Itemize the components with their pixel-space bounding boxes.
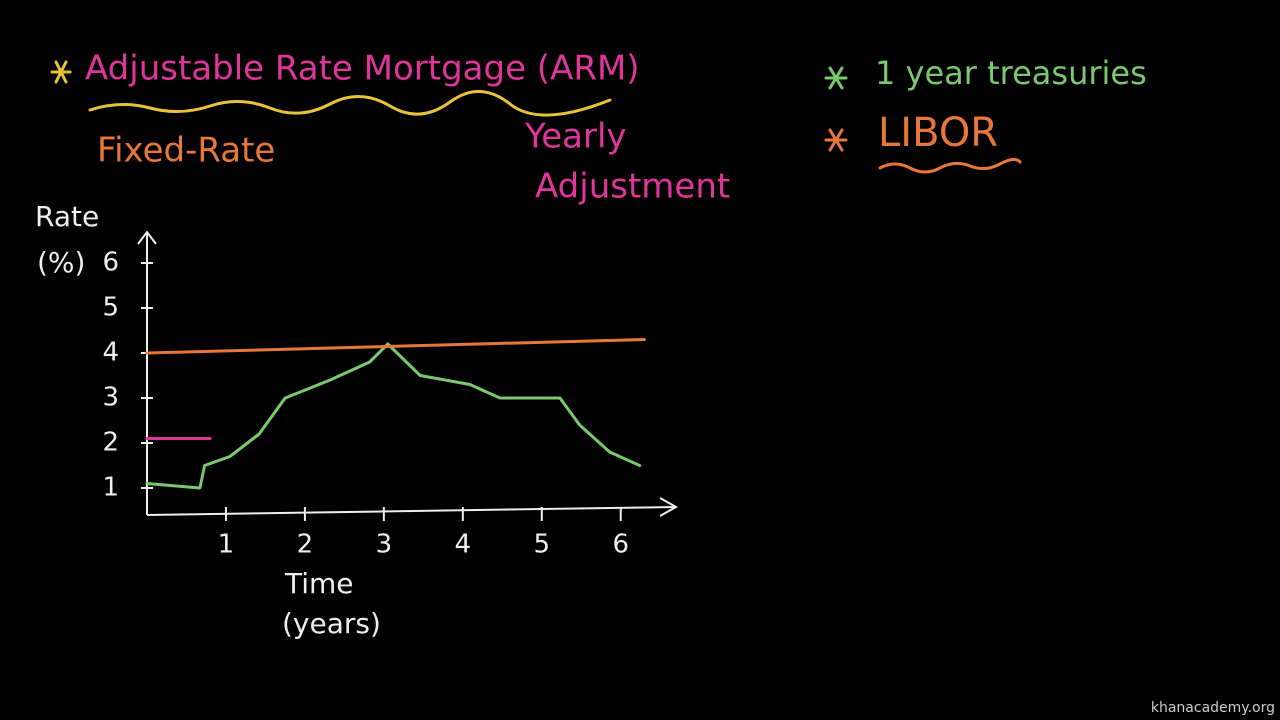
annotation: Fixed-Rate (97, 131, 275, 171)
x-arrow (659, 497, 679, 517)
asterisk (824, 128, 848, 152)
x-tick-label: 4 (455, 530, 472, 560)
title: Adjustable Rate Mortgage (ARM) (85, 49, 640, 89)
x-tick-label: 6 (612, 530, 629, 560)
y-tick-label: 1 (102, 473, 119, 503)
x-axis (146, 506, 677, 516)
annotation: 1 year treasuries (875, 54, 1147, 92)
watermark: khanacademy.org (1151, 700, 1275, 716)
annotation: LIBOR (878, 110, 998, 156)
underline (878, 157, 1022, 174)
x-tick-label: 1 (218, 530, 235, 560)
x-axis-label: (years) (282, 607, 381, 640)
series-line (145, 342, 642, 490)
decorations (50, 60, 1022, 174)
y-tick-label: 5 (102, 293, 119, 323)
annotation: Adjustment (535, 167, 730, 207)
y-tick-label: 3 (102, 383, 119, 413)
y-tick-label: 2 (102, 428, 119, 458)
asterisk (50, 60, 72, 84)
underline (88, 90, 612, 117)
axes (137, 230, 679, 517)
x-tick-label: 2 (297, 530, 314, 560)
series-line (145, 338, 646, 355)
x-tick-label: 5 (534, 530, 551, 560)
y-arrow (137, 230, 157, 245)
y-tick-label: 4 (102, 338, 119, 368)
x-tick-label: 3 (376, 530, 393, 560)
y-axis-label: Rate (35, 200, 99, 233)
annotation: Yearly (524, 117, 627, 157)
asterisk (824, 66, 848, 90)
y-tick-label: 6 (102, 248, 119, 278)
x-axis-label: Time (284, 567, 354, 600)
y-axis-label: (%) (37, 246, 85, 279)
